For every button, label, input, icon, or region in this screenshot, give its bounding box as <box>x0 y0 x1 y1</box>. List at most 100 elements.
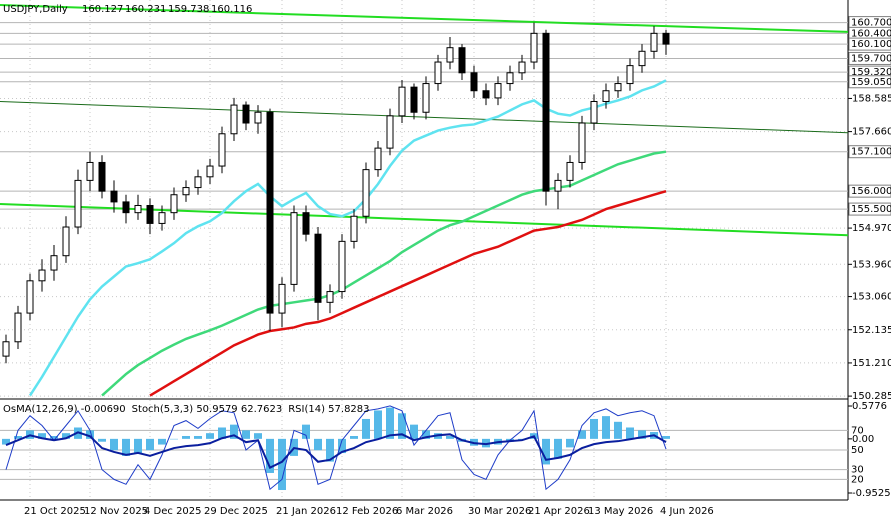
osma-bar <box>338 438 346 454</box>
osma-bar <box>86 430 94 439</box>
candle-body <box>194 176 202 189</box>
candle-body <box>290 212 298 285</box>
osma-bar <box>218 427 226 439</box>
candle-body <box>38 269 46 282</box>
osma-bar <box>590 418 598 439</box>
x-tick-label: 4 Jun 2026 <box>660 506 714 517</box>
candle-body <box>566 161 574 181</box>
level-label-box <box>848 145 891 159</box>
quote-value: 160.231 <box>125 4 166 15</box>
candle-body <box>554 179 562 192</box>
x-tick-label: 21 Apr 2026 <box>528 506 590 517</box>
quote-value: 160.127 <box>82 4 123 15</box>
osma-bar <box>362 418 370 439</box>
level-label-box <box>848 51 891 65</box>
level-label-box <box>848 184 891 198</box>
candle-body <box>506 72 514 85</box>
candle-body <box>350 215 358 242</box>
candle-body <box>266 111 274 314</box>
candle-body <box>578 122 586 163</box>
osma-bar <box>326 438 334 462</box>
candle-body <box>482 90 490 99</box>
candle-body <box>422 83 430 113</box>
level-label-box <box>848 202 891 216</box>
osma-bar <box>278 438 286 491</box>
y2-tick-label: 20 <box>851 474 864 485</box>
x-tick-label: 30 Mar 2026 <box>468 506 531 517</box>
candle-body <box>650 32 658 52</box>
axes: 160.127 160.231 159.738 160.116 158.585 157.6… <box>3 4 891 517</box>
osma-bar <box>638 430 646 439</box>
candle-body <box>314 233 322 303</box>
y-tick-label: 157.660 <box>852 127 891 138</box>
y-tick-label: 153.960 <box>852 259 891 270</box>
candle-body <box>74 179 82 228</box>
level-label: 157.100 <box>851 147 891 158</box>
candle-body <box>302 212 310 235</box>
candle-body <box>158 212 166 224</box>
candle-body <box>326 291 334 303</box>
osma-bar <box>110 438 118 451</box>
osma-bar <box>206 433 214 439</box>
candle-body <box>386 115 394 149</box>
osma-bar <box>386 407 394 439</box>
line <box>28 79 667 397</box>
level-label: 155.500 <box>851 204 891 215</box>
level-label: 159.320 <box>851 67 891 78</box>
y-tick-label: 158.585 <box>852 93 891 104</box>
candle-body <box>590 100 598 124</box>
level-label: 159.050 <box>851 77 891 88</box>
y-tick-label: -0.9525 <box>852 488 891 499</box>
osma-bar <box>230 424 238 439</box>
osma-bar <box>170 438 178 440</box>
osma-bar <box>350 436 358 439</box>
level-label: 160.400 <box>851 28 891 39</box>
osma-bar <box>2 438 10 445</box>
osma-bar <box>626 427 634 439</box>
x-tick-label: 29 Dec 2025 <box>204 506 268 517</box>
legend-label: Stoch(5,3,3) 50.9579 62.7623 <box>132 404 283 415</box>
trendline <box>0 4 849 33</box>
quote-value: 159.738 <box>168 4 209 15</box>
line <box>5 405 667 491</box>
quote-value: 160.116 <box>211 4 252 15</box>
osma-bar <box>182 436 190 439</box>
osma-bar <box>266 438 274 473</box>
osma-bar <box>158 438 166 445</box>
osma-bar <box>542 438 550 465</box>
candle-body <box>446 47 454 63</box>
candle-body <box>338 240 346 293</box>
candle-body <box>242 104 250 124</box>
candle-body <box>494 83 502 99</box>
y-tick-label: 150.285 <box>852 391 891 402</box>
level-label-box <box>848 75 891 89</box>
legend-label: RSI(14) 57.8283 <box>288 404 369 415</box>
osma-bar <box>602 416 610 439</box>
osma-bar <box>662 436 670 439</box>
candle-body <box>230 104 238 135</box>
line <box>149 189 667 397</box>
trendline <box>0 100 849 134</box>
candle-body <box>398 86 406 117</box>
candle-body <box>518 61 526 74</box>
osma-bar <box>554 438 562 459</box>
candle-body <box>626 65 634 85</box>
y-tick-label: 153.060 <box>852 292 891 303</box>
main-pane <box>0 4 849 397</box>
indicator-pane <box>2 405 670 491</box>
candle-body <box>614 83 622 92</box>
osma-bar <box>50 436 58 439</box>
osma-bar <box>194 436 202 439</box>
candle-body <box>50 255 58 271</box>
x-tick-label: 21 Oct 2025 <box>24 506 86 517</box>
candle-body <box>26 280 34 314</box>
osma-bar <box>38 433 46 439</box>
candle-body <box>146 204 154 224</box>
candle-body <box>62 226 70 257</box>
chart-title: USDJPY,Daily <box>3 4 68 15</box>
osma-bar <box>242 430 250 439</box>
candle-body <box>254 111 262 124</box>
level-label: 160.100 <box>851 39 891 50</box>
osma-bar <box>578 430 586 439</box>
candle-body <box>170 194 178 214</box>
